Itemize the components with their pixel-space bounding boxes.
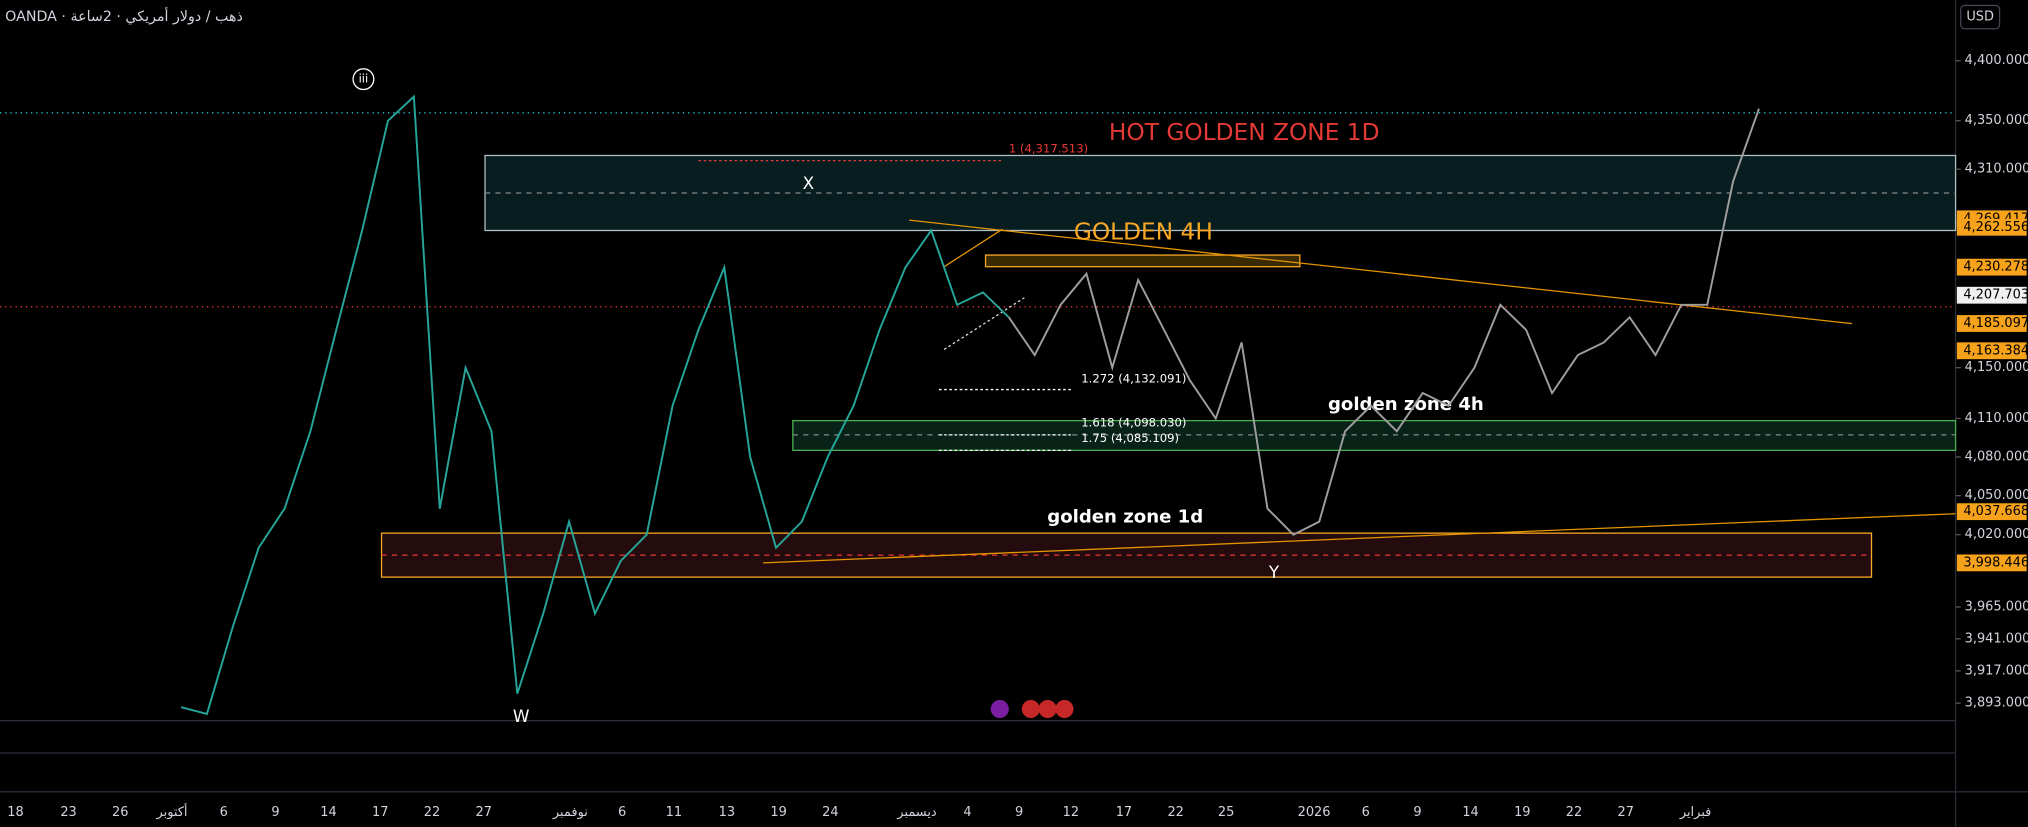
x-tick-label: 26 — [112, 805, 128, 820]
x-tick-label: 19 — [770, 805, 786, 820]
x-tick-label: 9 — [1413, 805, 1421, 820]
annotation: GOLDEN 4H — [1074, 219, 1213, 246]
x-tick-label: 6 — [220, 805, 228, 820]
x-tick-label: 24 — [822, 805, 838, 820]
y-tick-label: 3,893.000 — [1965, 696, 2028, 711]
x-tick-label: 6 — [1362, 805, 1370, 820]
y-tick-label: 3,917.000 — [1965, 663, 2028, 678]
wave-label: X — [803, 173, 815, 193]
price-tag — [1956, 218, 2027, 236]
y-tick-label: 3,965.000 — [1965, 599, 2028, 614]
x-tick-label: 6 — [618, 805, 626, 820]
x-tick-label: 27 — [1618, 805, 1634, 820]
currency-label[interactable]: USD — [1966, 10, 1994, 25]
event-icon[interactable] — [1038, 699, 1057, 719]
price-tag-label: 4,037.668 — [1963, 504, 2028, 519]
price-tag — [1956, 286, 2027, 304]
golden-4h-box — [984, 254, 1301, 268]
x-tick-label: 14 — [320, 805, 336, 820]
wave-circle — [352, 68, 375, 91]
annotation: golden zone 4h — [1328, 394, 1484, 415]
x-tick-label: 2026 — [1298, 805, 1331, 820]
x-tick-label: 22 — [1167, 805, 1183, 820]
symbol-header: OANDA · ذهب / دولار أمريكي · 2ساعة — [5, 7, 243, 25]
x-tick-label: 27 — [475, 805, 491, 820]
trend-line — [943, 297, 1025, 351]
x-tick-label: 23 — [60, 805, 76, 820]
price-tag-label: 3,998.446 — [1963, 555, 2028, 570]
x-tick-label: 4 — [963, 805, 971, 820]
x-tick-label: 14 — [1462, 805, 1478, 820]
y-tick-label: 4,050.000 — [1965, 488, 2028, 503]
price-tag-label: 4,207.703 — [1963, 288, 2028, 303]
annotation: HOT GOLDEN ZONE 1D — [1109, 119, 1380, 146]
wave-label: iii — [359, 72, 369, 86]
x-tick-label: 17 — [372, 805, 388, 820]
wave-label: W — [513, 706, 530, 726]
x-tick-label: 22 — [424, 805, 440, 820]
x-tick-label: 9 — [271, 805, 279, 820]
price-tag-label: 4,185.097 — [1963, 316, 2028, 331]
price-tag-label: 4,230.278 — [1963, 260, 2028, 275]
event-icon[interactable] — [1055, 699, 1074, 719]
price-tag — [1956, 315, 2027, 332]
fib-label: 1.618 (4,098.030) — [1081, 416, 1186, 430]
trend-line — [763, 513, 1956, 564]
annotation: golden zone 1d — [1047, 507, 1203, 528]
price-tag — [1956, 258, 2027, 276]
y-tick-label: 4,150.000 — [1965, 360, 2028, 375]
x-tick-label: 11 — [666, 805, 682, 820]
price-line — [1008, 108, 1760, 536]
x-tick-label: 19 — [1514, 805, 1530, 820]
fib-label: 1 (4,317.513) — [1009, 142, 1088, 156]
x-tick-label: 9 — [1015, 805, 1023, 820]
x-tick-label: 17 — [1116, 805, 1132, 820]
y-tick-label: 4,110.000 — [1965, 411, 2028, 426]
y-tick-label: 4,020.000 — [1965, 527, 2028, 542]
y-tick-label: 4,400.000 — [1965, 53, 2028, 68]
y-tick-label: 4,310.000 — [1965, 162, 2028, 177]
x-tick-label: 13 — [719, 805, 735, 820]
price-line — [180, 94, 1010, 716]
y-tick-label: 4,080.000 — [1965, 449, 2028, 464]
x-tick-label: نوفمبر — [552, 805, 588, 820]
trend-line — [909, 219, 1853, 325]
x-tick-label: 25 — [1218, 805, 1234, 820]
price-tag-label: 4,262.556 — [1963, 220, 2028, 235]
fib-label: 1.75 (4,085.109) — [1081, 431, 1179, 445]
wave-label: Y — [1268, 562, 1280, 582]
x-tick-label: أكتوبر — [155, 803, 187, 820]
y-tick-label: 3,941.000 — [1965, 631, 2028, 646]
fib-label: 1.272 (4,132.091) — [1081, 372, 1186, 386]
price-tag-label: 4,163.384 — [1963, 343, 2028, 358]
y-tick-label: 4,350.000 — [1965, 113, 2028, 128]
x-tick-label: 18 — [7, 805, 23, 820]
price-tag — [1956, 342, 2027, 360]
x-tick-label: فبراير — [1679, 805, 1712, 820]
trend-line — [943, 228, 1003, 268]
price-tag — [1956, 503, 2027, 521]
x-tick-label: ديسمبر — [896, 805, 937, 820]
event-icon[interactable] — [1021, 699, 1040, 719]
x-tick-label: 22 — [1566, 805, 1582, 820]
currency-button[interactable] — [1960, 4, 2001, 30]
price-tag — [1956, 554, 2027, 572]
event-icon[interactable] — [990, 699, 1009, 719]
x-tick-label: 12 — [1063, 805, 1079, 820]
